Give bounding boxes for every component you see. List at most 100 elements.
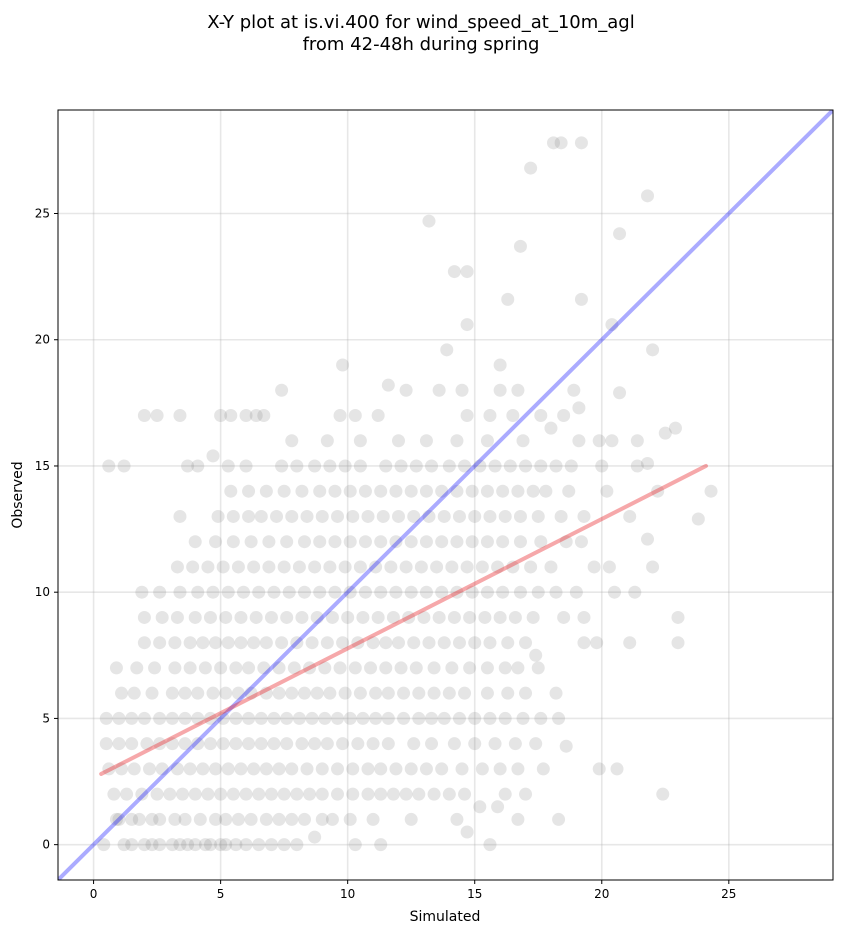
data-point [516,711,530,725]
data-point [519,787,533,801]
data-point [214,661,228,675]
data-point [198,838,212,852]
data-point [186,560,200,574]
data-point [531,661,545,675]
x-tick-label: 25 [721,887,736,901]
data-point [325,812,339,826]
data-point [308,560,322,574]
data-point [209,535,223,549]
data-point [272,812,286,826]
data-point [135,787,149,801]
data-point [343,535,357,549]
data-point [546,136,560,150]
data-point [473,800,487,814]
data-point [412,686,426,700]
data-point [529,648,543,662]
data-point [191,711,205,725]
data-point [458,787,472,801]
data-point [277,484,291,498]
data-point [559,739,573,753]
data-point [348,408,362,422]
data-point [221,585,235,599]
data-point [323,560,337,574]
data-point [176,787,190,801]
data-point [173,509,187,523]
x-tick-label: 20 [594,887,609,901]
data-point [465,585,479,599]
data-point [656,787,670,801]
data-point [460,265,474,279]
data-point [427,686,441,700]
data-point [285,812,299,826]
data-point [607,585,621,599]
data-point [219,838,233,852]
data-point [112,737,126,751]
data-point [564,459,578,473]
data-point [203,610,217,624]
data-point [259,686,273,700]
data-point [242,484,256,498]
data-point [402,610,416,624]
data-point [427,787,441,801]
y-tick-label: 20 [35,333,50,347]
data-point [704,484,718,498]
data-point [381,737,395,751]
data-point [590,636,604,650]
data-point [313,484,327,498]
data-point [455,383,469,397]
data-point [641,532,655,546]
data-point [458,686,472,700]
data-point [277,838,291,852]
data-point [445,661,459,675]
data-point [450,434,464,448]
data-point [305,636,319,650]
data-point [468,636,482,650]
data-point [145,838,159,852]
x-tick-label: 15 [467,887,482,901]
data-point [381,686,395,700]
data-point [440,343,454,357]
data-point [450,535,464,549]
data-point [163,787,177,801]
data-point [262,535,276,549]
data-point [554,136,568,150]
data-point [242,711,256,725]
data-point [229,838,243,852]
data-point [623,636,637,650]
data-point [562,484,576,498]
data-point [572,434,586,448]
data-point [508,737,522,751]
data-point [323,686,337,700]
data-point [201,560,215,574]
data-point [310,610,324,624]
data-point [127,686,141,700]
data-point [641,456,655,470]
data-point [351,737,365,751]
data-point [221,459,235,473]
data-point [480,434,494,448]
data-point [234,610,248,624]
data-point [549,459,563,473]
data-point [331,787,345,801]
data-point [254,711,268,725]
data-point [422,509,436,523]
data-point [557,610,571,624]
y-tick-label: 5 [42,711,50,725]
data-point [452,711,466,725]
data-point [214,408,228,422]
data-point [493,762,507,776]
data-point [435,762,449,776]
data-point [506,408,520,422]
data-point [203,838,217,852]
data-point [127,762,141,776]
data-point [247,762,261,776]
data-point [658,426,672,440]
data-point [501,686,515,700]
data-point [435,585,449,599]
data-point [259,812,273,826]
data-point [226,509,240,523]
data-point [394,661,408,675]
data-points [97,136,718,852]
data-point [404,585,418,599]
data-point [280,737,294,751]
